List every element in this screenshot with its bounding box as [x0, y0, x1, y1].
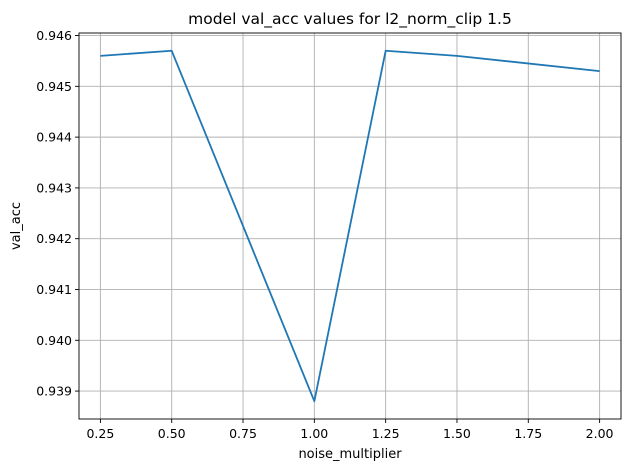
- x-tick-label: 0.75: [229, 426, 257, 441]
- x-tick-label: 1.50: [443, 426, 471, 441]
- x-axis-label: noise_multiplier: [298, 447, 402, 462]
- y-tick-label: 0.944: [36, 130, 72, 145]
- y-ticks: 0.939 0.940 0.941 0.942 0.943 0.944 0.945 0.946: [36, 28, 79, 399]
- y-tick-label: 0.945: [36, 79, 72, 94]
- y-tick-label: 0.946: [36, 28, 72, 43]
- plot-frame: [78, 32, 622, 420]
- x-tick-label: 0.25: [86, 426, 114, 441]
- y-tick-label: 0.942: [36, 231, 72, 246]
- chart-title: model val_acc values for l2_norm_clip 1.…: [188, 10, 512, 29]
- y-axis-label: val_acc: [9, 202, 24, 250]
- grid: [79, 33, 621, 419]
- y-tick-label: 0.939: [36, 384, 72, 399]
- x-tick-label: 2.00: [586, 426, 614, 441]
- y-tick-label: 0.941: [36, 282, 72, 297]
- y-tick-label: 0.943: [36, 180, 72, 195]
- y-tick-label: 0.940: [36, 333, 72, 348]
- x-ticks: 0.25 0.50 0.75 1.00 1.25 1.50 1.75 2.00: [86, 419, 614, 441]
- x-tick-label: 1.00: [300, 426, 328, 441]
- x-tick-label: 0.50: [158, 426, 186, 441]
- x-tick-label: 1.75: [514, 426, 542, 441]
- x-tick-label: 1.25: [372, 426, 400, 441]
- series-layer: [100, 49, 600, 403]
- series-line: [100, 49, 600, 403]
